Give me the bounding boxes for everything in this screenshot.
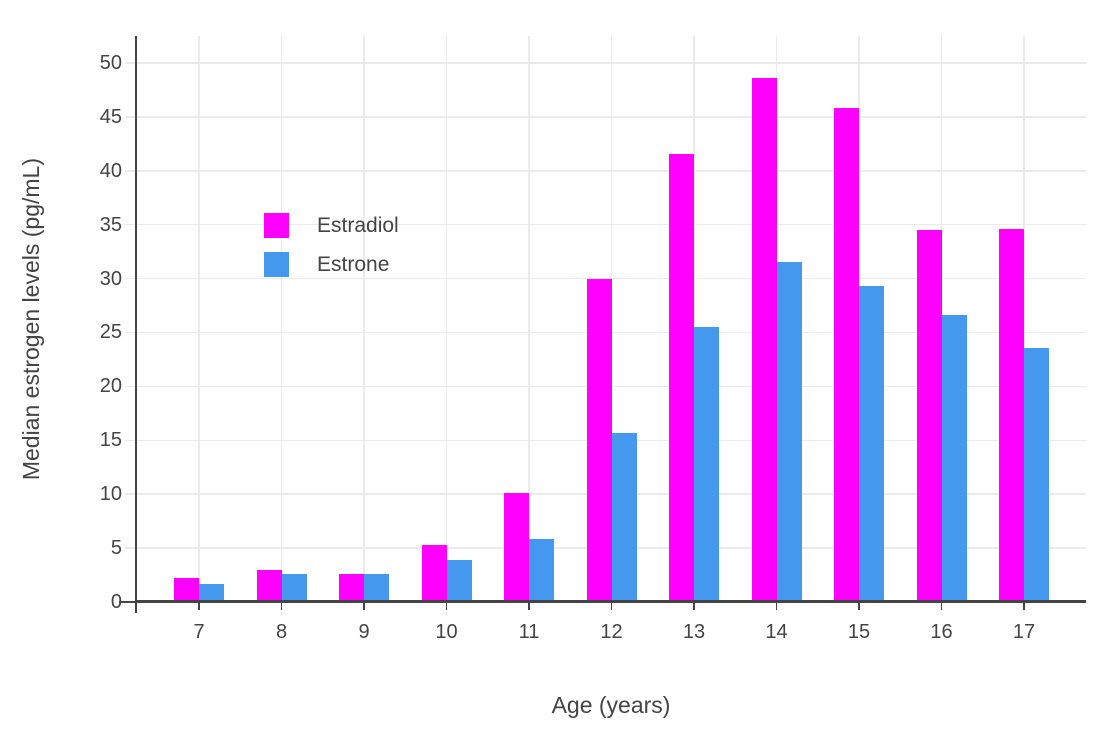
y-tick-50 [125, 62, 135, 64]
legend-label-estradiol: Estradiol [317, 213, 399, 237]
bar-estrone-age-7 [199, 583, 224, 602]
y-tick-label-20: 20 [99, 375, 122, 398]
gridline-x-9 [363, 36, 365, 602]
y-tick-15 [125, 439, 135, 442]
legend: Estradiol Estrone [264, 213, 399, 277]
x-tick-label-17: 17 [1012, 621, 1036, 643]
y-tick-25 [125, 331, 135, 334]
y-tick-35 [125, 223, 135, 226]
x-axis-line [136, 600, 1086, 603]
y-tick-label-0: 0 [110, 591, 122, 613]
y-tick-label-35: 35 [99, 213, 122, 236]
bar-estrone-age-17 [1024, 347, 1049, 602]
y-tick-label-40: 40 [99, 159, 122, 182]
bar-estradiol-age-17 [999, 228, 1024, 602]
x-tick-9 [363, 603, 365, 610]
x-tick-label-8: 8 [275, 621, 288, 643]
x-tick-label-14: 14 [765, 621, 788, 643]
gridline-x-17 [1023, 36, 1025, 602]
y-tick-label-50: 50 [99, 51, 122, 74]
x-tick-16 [940, 603, 943, 610]
estradiol-swatch-icon [264, 213, 289, 238]
bar-estradiol-age-16 [916, 230, 942, 602]
y-tick-10 [125, 493, 135, 495]
bar-estradiol-age-11 [504, 493, 529, 602]
x-tick-label-9: 9 [358, 621, 370, 643]
x-tick-label-11: 11 [518, 621, 540, 643]
gridline-x-13 [693, 36, 695, 602]
y-tick-40 [125, 170, 135, 172]
y-tick-0 [119, 601, 135, 603]
y-tick-label-25: 25 [99, 321, 122, 344]
x-tick-7 [198, 603, 200, 610]
bar-estrone-age-15 [859, 286, 884, 602]
bar-estradiol-age-12 [586, 278, 612, 602]
bar-estradiol-age-14 [751, 78, 777, 602]
gridline-x-8 [280, 36, 283, 602]
legend-label-estrone: Estrone [317, 252, 390, 276]
bar-estradiol-age-7 [174, 578, 199, 602]
bar-estradiol-age-10 [421, 544, 447, 602]
bar-estradiol-age-15 [834, 108, 859, 602]
x-axis-title: Age (years) [551, 692, 671, 718]
estrone-swatch-icon [264, 252, 289, 277]
bar-estrone-age-16 [941, 315, 967, 602]
gridline-x-7 [198, 36, 200, 602]
gridline-x-12 [610, 36, 613, 602]
x-tick-13 [693, 603, 695, 610]
gridline-x-11 [528, 36, 530, 602]
y-tick-30 [125, 277, 135, 280]
bar-estrone-age-11 [529, 539, 554, 602]
y-axis-title: Median estrogen levels (pg/mL) [17, 157, 44, 481]
y-axis-line [135, 36, 137, 613]
y-tick-label-45: 45 [99, 105, 122, 128]
bar-estrone-age-8 [281, 573, 307, 602]
bar-estradiol-age-13 [669, 153, 694, 602]
x-tick-17 [1023, 603, 1025, 610]
x-tick-8 [280, 603, 283, 610]
x-tick-label-12: 12 [600, 621, 623, 643]
x-tick-label-13: 13 [682, 621, 706, 643]
x-tick-label-16: 16 [930, 621, 953, 643]
x-tick-11 [528, 603, 530, 610]
x-tick-15 [858, 603, 860, 610]
y-tick-label-30: 30 [99, 267, 122, 290]
y-tick-label-10: 10 [99, 483, 122, 506]
y-tick-45 [125, 116, 135, 118]
y-tick-5 [125, 547, 135, 549]
y-tick-label-15: 15 [99, 429, 122, 452]
x-tick-10 [445, 603, 448, 610]
legend-item-estrone[interactable]: Estrone [264, 252, 399, 277]
bar-estrone-age-13 [694, 327, 719, 602]
x-tick-14 [775, 603, 778, 610]
x-tick-label-15: 15 [847, 621, 871, 643]
x-tick-label-10: 10 [435, 621, 458, 643]
bar-estradiol-age-8 [256, 569, 282, 602]
bar-estradiol-age-9 [339, 573, 364, 602]
gridline-x-10 [445, 36, 448, 602]
bar-estrone-age-9 [364, 573, 389, 602]
y-tick-label-5: 5 [110, 537, 122, 560]
y-axis-title-container: Median estrogen levels (pg/mL) [14, 36, 48, 602]
legend-item-estradiol[interactable]: Estradiol [264, 213, 399, 238]
y-tick-20 [125, 385, 135, 388]
bar-estrone-age-14 [776, 262, 802, 602]
x-tick-label-7: 7 [193, 621, 205, 643]
plot-area [136, 36, 1086, 603]
bar-estrone-age-10 [446, 559, 472, 602]
bar-estrone-age-12 [611, 432, 637, 602]
x-tick-12 [610, 603, 613, 610]
